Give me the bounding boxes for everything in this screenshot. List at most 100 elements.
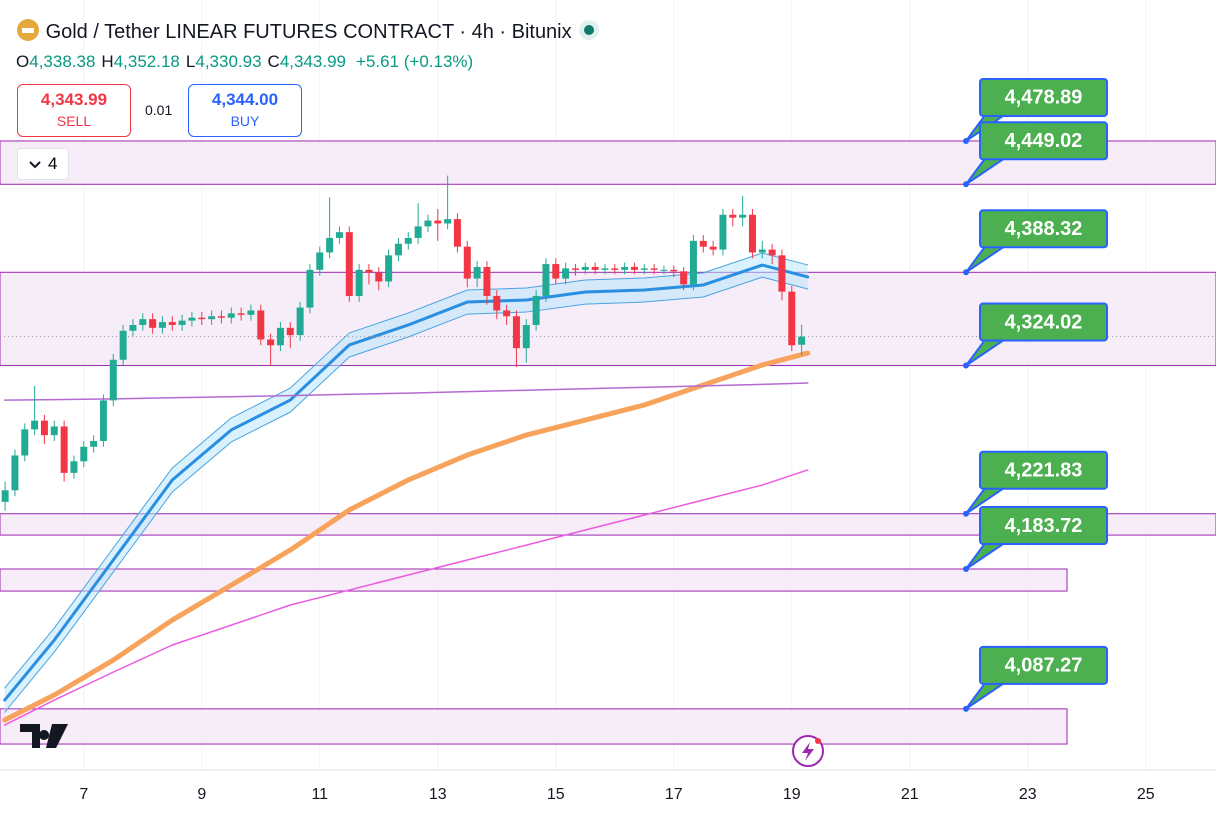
candle-body [414,226,422,238]
candle-body [80,446,88,462]
sell-button[interactable]: 4,343.99 SELL [17,84,131,137]
candle-body [739,214,747,218]
candle-body [217,316,225,318]
price-label-box [979,77,1108,117]
zone [0,708,1068,745]
candle-body [168,322,176,325]
x-tick-label: 21 [901,786,919,803]
candle-body [267,339,275,346]
candle-body [473,266,481,279]
x-tick-label: 19 [783,786,801,803]
candle-body [355,269,363,296]
candle-body [247,310,255,315]
spread: 0.01 [145,102,173,118]
status-dot [579,20,600,40]
price-label: 4,183.72 [1005,515,1083,537]
candle-body [109,359,117,401]
change: +5.61 (+0.13%) [356,52,474,71]
buy-label: BUY [230,113,260,129]
ohlc-value: 4,330.93 [195,52,262,71]
candle-body [119,330,127,360]
candle-body [149,319,157,328]
ohlc-key: C [267,52,280,71]
candle-body [257,310,265,340]
label-anchor [963,362,969,369]
candle-body [768,249,776,256]
buy-button[interactable]: 4,344.00 BUY [188,84,302,137]
candle-body [552,264,560,279]
label-tail [965,244,1007,274]
candle-body [306,269,314,308]
candle-body [1,490,9,502]
candle-body [699,240,707,247]
candle-body [276,327,284,346]
x-tick-label: 17 [665,786,683,803]
candle-body [709,246,717,250]
price-label: 4,324.02 [1005,311,1083,333]
candle-body [11,455,19,491]
price-label: 4,449.02 [1005,130,1083,152]
candle-body [90,440,98,447]
candle-body [729,214,737,218]
candle-body [788,291,796,346]
candle-body [640,268,648,270]
label-tail [965,540,1007,570]
price-label: 4,388.32 [1005,218,1083,240]
ohlc-key: O [16,52,30,71]
candle-body [139,319,147,325]
ohlc-value: 4,338.38 [29,52,96,71]
candle-body [60,426,68,473]
candle-body [670,269,678,272]
candle-body [660,269,668,271]
candle-body [335,232,343,238]
tv-logo [20,724,68,748]
x-tick-label: 25 [1137,786,1155,803]
candle-body [178,320,186,325]
ohlc-key: L [185,52,196,71]
candle-body [198,317,206,320]
candle-body [345,232,353,296]
indicator-line [3,469,809,726]
candle-body [542,264,550,296]
title: Gold / Tether LINEAR FUTURES CONTRACT · … [45,21,572,43]
indicator-toggle[interactable]: 4 [17,148,69,180]
candle-body [562,268,570,279]
candle-body [650,268,658,270]
candle-body [394,243,402,256]
candle-body [532,295,540,325]
candle-body [21,429,29,456]
price-label-box [979,450,1108,490]
candle-body [591,266,599,270]
x-tick-label: 15 [547,786,565,803]
candle-body [483,266,491,296]
band [4,253,808,713]
candle-body [601,268,609,270]
candle-body [434,220,442,224]
ohlc-key: H [101,52,114,71]
candle-body [365,269,373,273]
candle-body [129,324,137,331]
candle-body [512,316,520,349]
candle-body [798,336,806,345]
buy-price: 4,344.00 [211,90,279,109]
label-anchor [963,181,969,188]
lightning-bolt [802,742,814,761]
candle-body [227,313,235,318]
gold-icon [17,19,39,41]
candle-body [621,266,629,270]
candle-body [40,420,48,436]
candle-body [748,214,756,253]
candle-body [208,316,216,320]
candle-body [453,219,461,247]
price-label-box [979,209,1108,249]
ohlc-value: 4,352.18 [113,52,180,71]
indicator-count: 4 [48,154,58,173]
candle-body [385,255,393,282]
tv-logo-shape [20,724,68,748]
candle-body [70,461,78,473]
label-anchor [963,269,969,276]
candle-body [571,268,579,270]
x-tick-label: 13 [429,786,447,803]
label-anchor [963,137,969,144]
